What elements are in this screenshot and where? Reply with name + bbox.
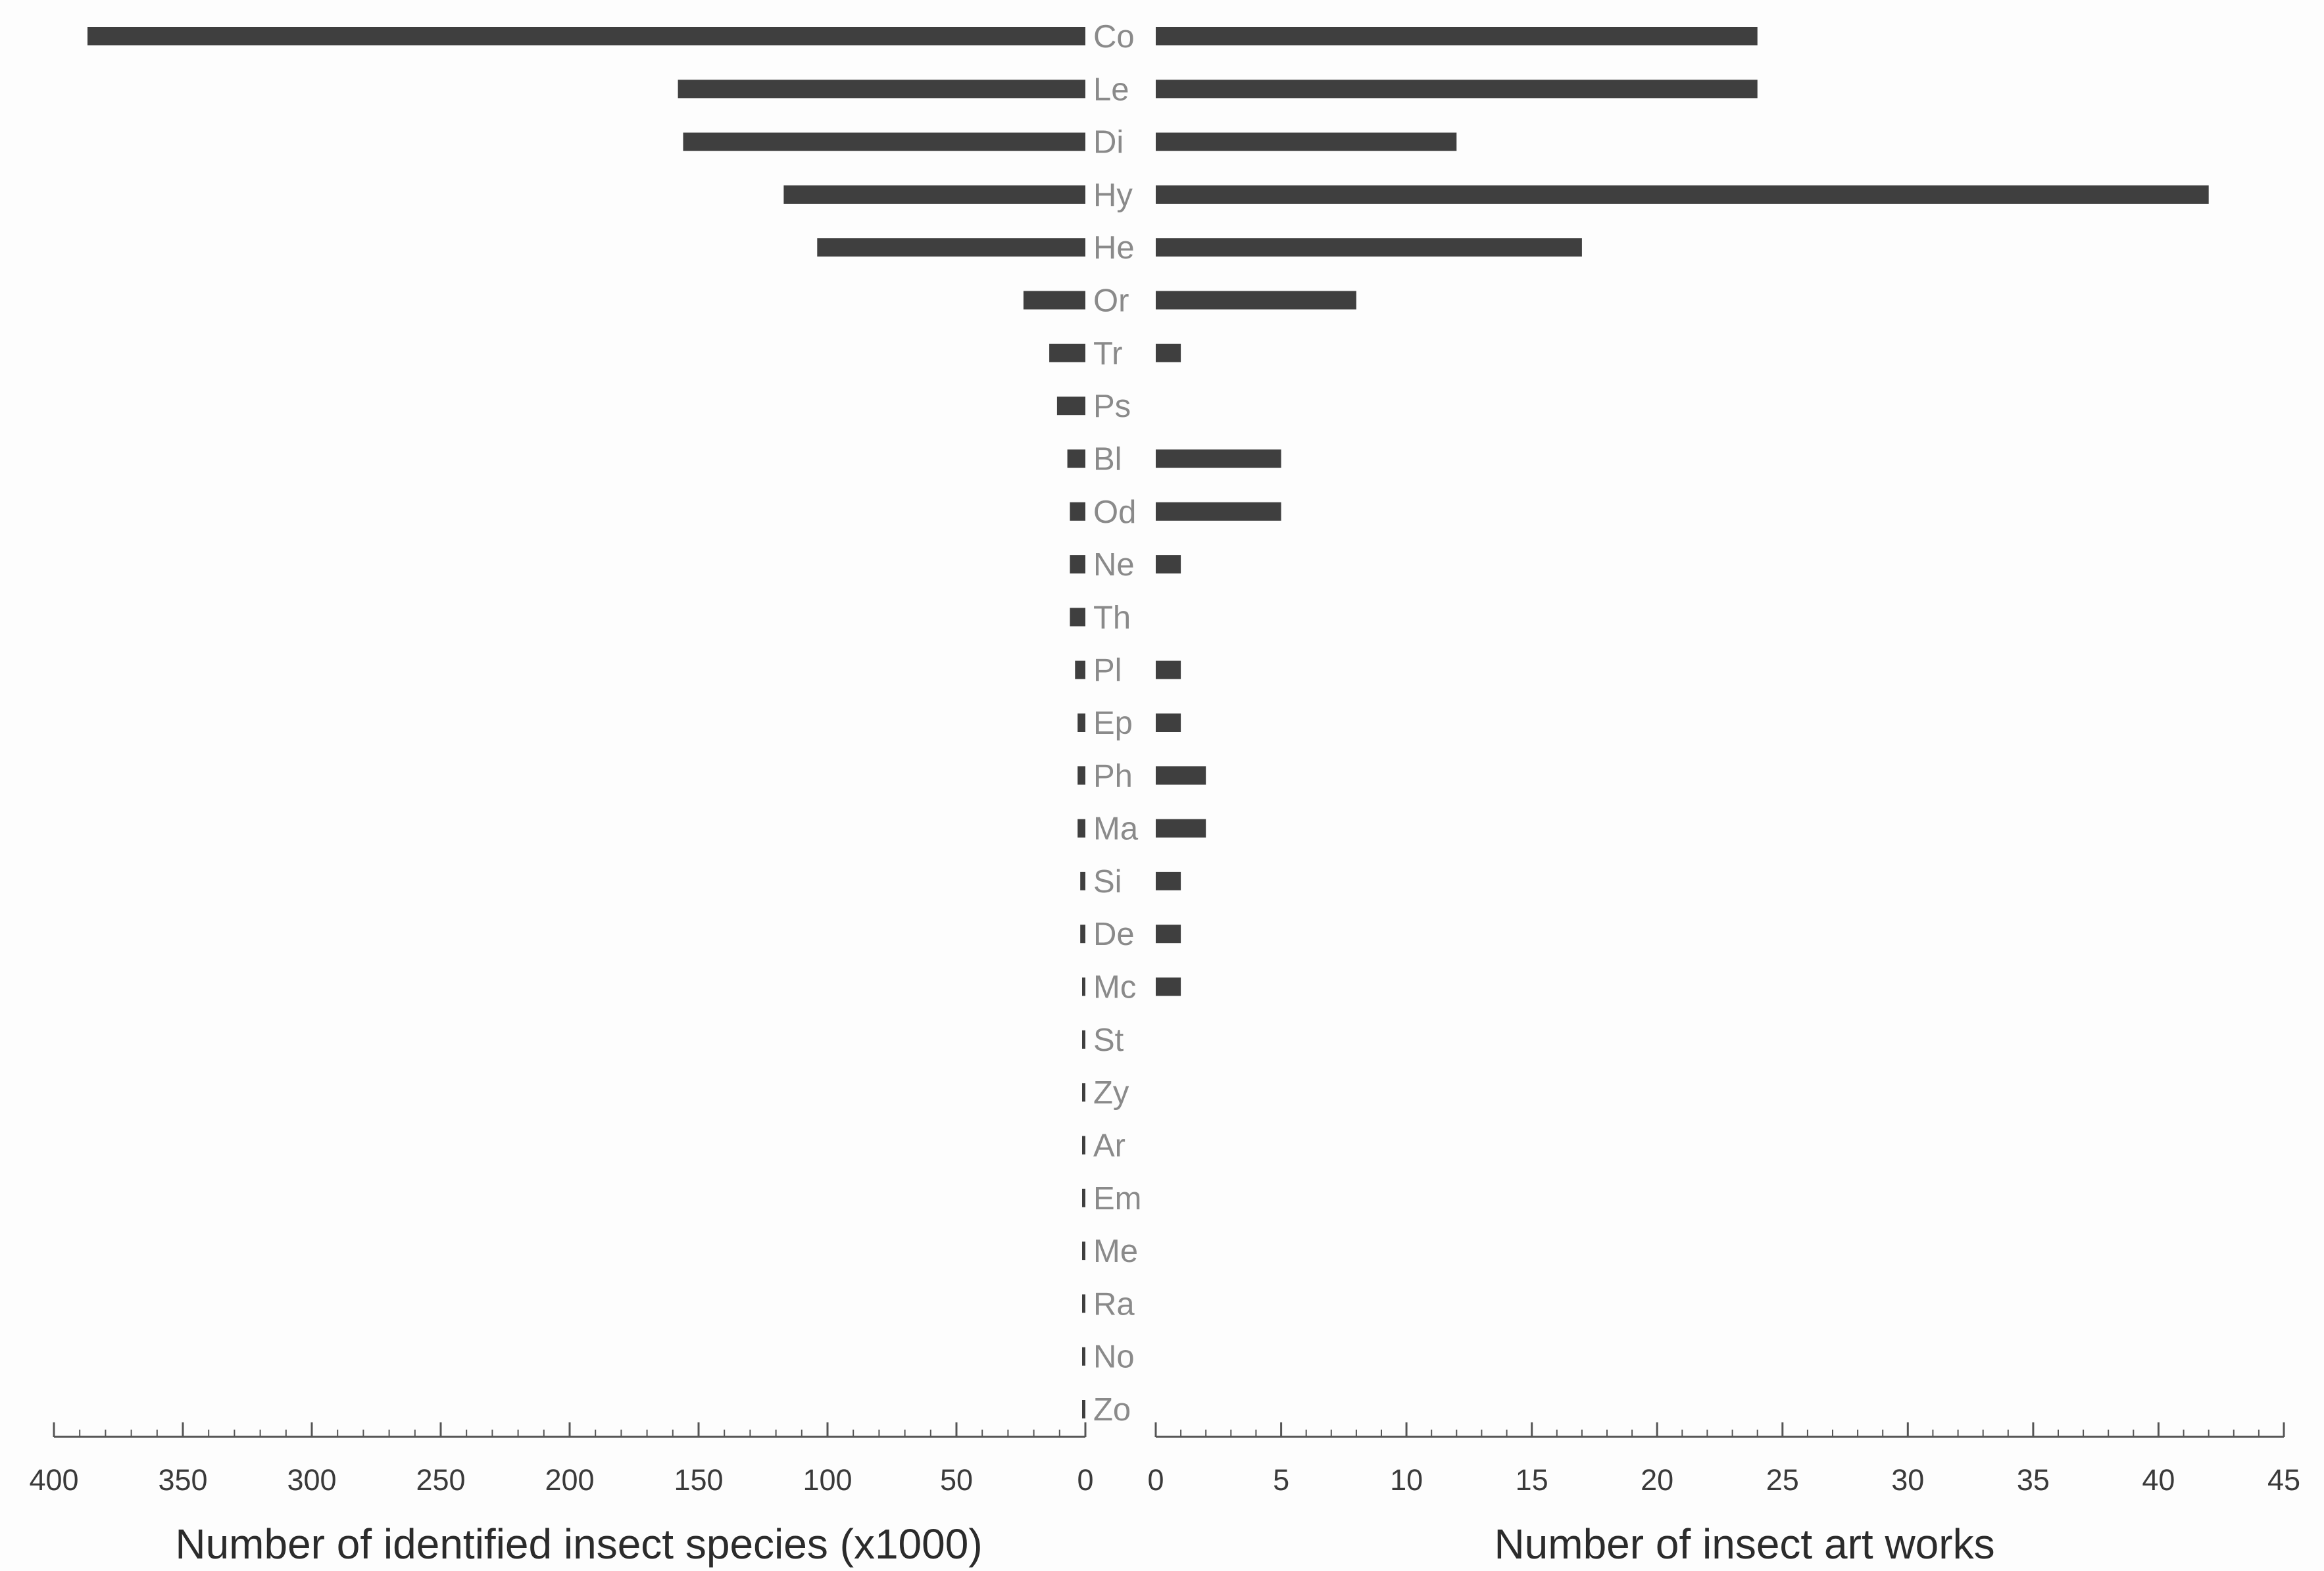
- right-tick-label: 5: [1273, 1463, 1289, 1497]
- right-bar-si: [1156, 871, 1181, 890]
- left-bar-or: [1023, 291, 1085, 310]
- left-bar-ep: [1077, 713, 1085, 732]
- left-bar-od: [1070, 502, 1085, 521]
- left-bar-me: [1082, 1242, 1085, 1261]
- right-x-axis: 0 5 10 15 20 25 30 35 40 45: [1147, 1422, 2300, 1497]
- right-tick-label: 25: [1766, 1463, 1799, 1497]
- left-bar-mc: [1082, 977, 1085, 996]
- left-bar-he: [817, 238, 1085, 257]
- left-tick-label: 200: [545, 1463, 594, 1497]
- category-label-di: Di: [1093, 125, 1124, 160]
- left-bar-no: [1082, 1347, 1085, 1366]
- left-tick-label: 50: [940, 1463, 973, 1497]
- right-bar-od: [1156, 502, 1281, 521]
- left-bar-bl: [1067, 449, 1085, 468]
- left-bar-di: [683, 132, 1085, 151]
- right-bar-le: [1156, 80, 1758, 99]
- category-labels: Co Le Di Hy He Or Tr Ps Bl Od Ne Th Pl Ep Ph Ma Si De Mc St…: [1093, 19, 1142, 1428]
- category-label-zy: Zy: [1093, 1075, 1129, 1111]
- category-label-hy: Hy: [1093, 178, 1133, 213]
- right-axis-title: Number of insect art works: [1494, 1520, 1994, 1568]
- right-tick-label: 40: [2142, 1463, 2175, 1497]
- right-tick-label: 35: [2017, 1463, 2050, 1497]
- category-label-ph: Ph: [1093, 758, 1133, 794]
- right-bar-hy: [1156, 185, 2209, 204]
- right-bar-or: [1156, 291, 1356, 310]
- left-bar-zo: [1082, 1400, 1085, 1418]
- category-label-em: Em: [1093, 1181, 1142, 1217]
- left-tick-label: 400: [29, 1463, 78, 1497]
- right-tick-label: 20: [1641, 1463, 1673, 1497]
- left-bar-st: [1082, 1030, 1085, 1049]
- left-bar-ar: [1082, 1136, 1085, 1155]
- right-bar-tr: [1156, 343, 1181, 362]
- category-label-he: He: [1093, 230, 1135, 266]
- left-tick-label: 150: [674, 1463, 723, 1497]
- right-bar-de: [1156, 925, 1181, 944]
- category-label-zo: Zo: [1093, 1392, 1131, 1428]
- right-bar-pl: [1156, 660, 1181, 679]
- right-bar-ph: [1156, 766, 1206, 785]
- category-label-ps: Ps: [1093, 389, 1131, 424]
- left-bar-ne: [1070, 555, 1085, 574]
- category-label-ma: Ma: [1093, 811, 1139, 847]
- right-tick-label: 30: [1891, 1463, 1924, 1497]
- right-tick-label: 10: [1390, 1463, 1423, 1497]
- category-label-tr: Tr: [1093, 336, 1122, 372]
- right-bar-mc: [1156, 977, 1181, 996]
- left-tick-label: 350: [158, 1463, 207, 1497]
- category-label-si: Si: [1093, 864, 1122, 900]
- category-label-ne: Ne: [1093, 547, 1135, 583]
- category-label-me: Me: [1093, 1234, 1138, 1269]
- left-bar-em: [1082, 1188, 1085, 1207]
- category-label-mc: Mc: [1093, 970, 1136, 1005]
- left-bar-pl: [1075, 660, 1085, 679]
- left-tick-label: 250: [416, 1463, 465, 1497]
- right-bar-ma: [1156, 819, 1206, 838]
- left-bar-co: [87, 27, 1085, 45]
- left-bar-hy: [783, 185, 1085, 204]
- right-bars: [1156, 27, 2209, 996]
- category-label-le: Le: [1093, 72, 1129, 107]
- category-label-od: Od: [1093, 495, 1136, 530]
- right-bar-bl: [1156, 449, 1281, 468]
- category-label-de: De: [1093, 917, 1135, 952]
- category-label-no: No: [1093, 1340, 1135, 1375]
- category-label-th: Th: [1093, 600, 1131, 635]
- category-label-ep: Ep: [1093, 706, 1133, 741]
- left-bar-le: [678, 80, 1085, 99]
- right-bar-di: [1156, 132, 1457, 151]
- right-bar-he: [1156, 238, 1582, 257]
- right-tick-label: 0: [1147, 1463, 1164, 1497]
- left-bar-ph: [1077, 766, 1085, 785]
- category-label-or: Or: [1093, 283, 1129, 319]
- left-bar-tr: [1049, 343, 1085, 362]
- category-label-pl: Pl: [1093, 653, 1122, 689]
- category-label-ra: Ra: [1093, 1286, 1135, 1322]
- category-label-st: St: [1093, 1023, 1124, 1058]
- left-axis-title: Number of identified insect species (x10…: [175, 1520, 982, 1568]
- left-tick-label: 0: [1077, 1463, 1093, 1497]
- category-label-bl: Bl: [1093, 442, 1122, 477]
- left-bar-zy: [1082, 1083, 1085, 1102]
- left-bar-th: [1070, 608, 1085, 627]
- left-tick-label: 300: [287, 1463, 336, 1497]
- left-bar-ma: [1077, 819, 1085, 838]
- right-bar-co: [1156, 27, 1758, 45]
- left-tick-label: 100: [803, 1463, 852, 1497]
- left-bar-ps: [1056, 397, 1085, 416]
- left-bar-ra: [1082, 1294, 1085, 1313]
- category-label-ar: Ar: [1093, 1128, 1125, 1164]
- left-x-axis: 400 350 300 250 200 150 100 50 0: [29, 1422, 1094, 1497]
- right-tick-label: 45: [2267, 1463, 2300, 1497]
- left-bar-si: [1080, 871, 1085, 890]
- category-label-co: Co: [1093, 19, 1135, 55]
- right-bar-ne: [1156, 555, 1181, 574]
- left-bar-de: [1080, 925, 1085, 944]
- right-bar-ep: [1156, 713, 1181, 732]
- left-bars: [87, 27, 1085, 1418]
- right-tick-label: 15: [1516, 1463, 1548, 1497]
